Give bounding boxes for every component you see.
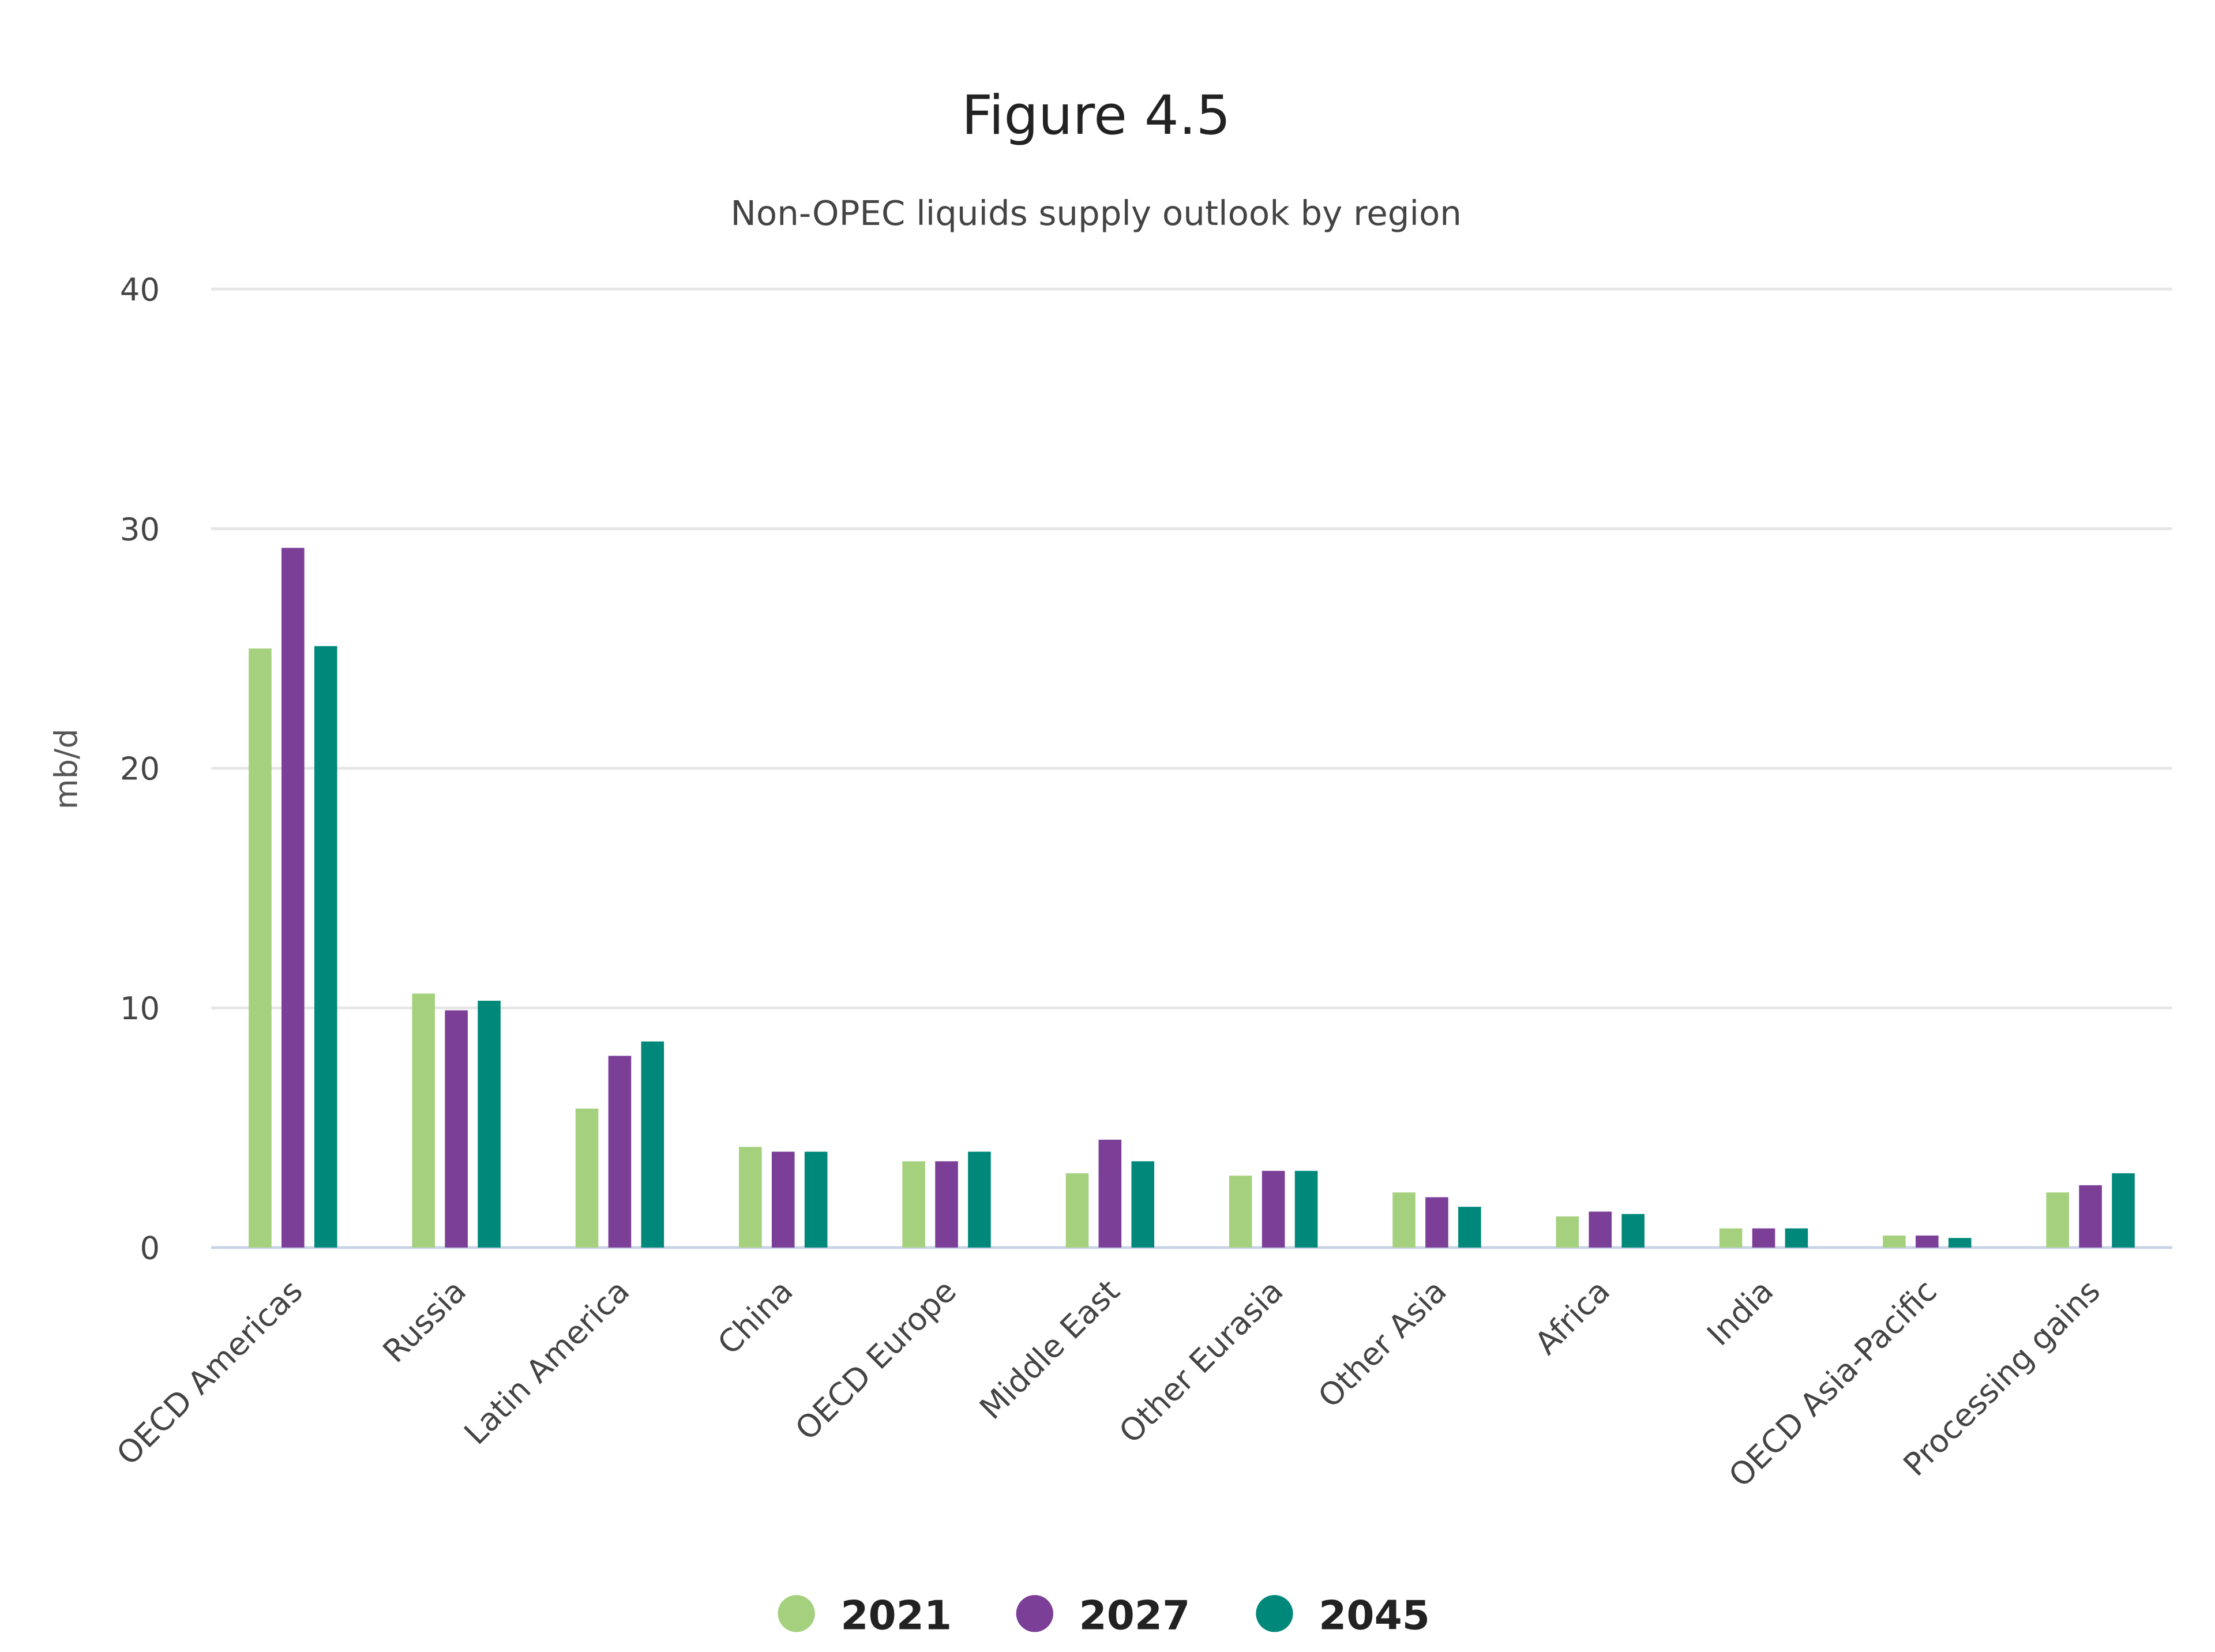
bar-2045[interactable] bbox=[478, 1000, 501, 1248]
bar-2021[interactable] bbox=[1719, 1228, 1743, 1248]
bar-2027[interactable] bbox=[1098, 1139, 1122, 1248]
x-tick-label: India bbox=[1700, 1273, 1780, 1353]
bar-2027[interactable] bbox=[608, 1056, 632, 1248]
bar-2027[interactable] bbox=[281, 547, 305, 1248]
bar-2021[interactable] bbox=[1065, 1173, 1089, 1248]
bar-2021[interactable] bbox=[1229, 1176, 1252, 1248]
bar-2045[interactable] bbox=[804, 1151, 828, 1248]
legend-marker bbox=[778, 1595, 815, 1632]
y-tick-label: 20 bbox=[120, 751, 160, 787]
bar-2027[interactable] bbox=[2079, 1185, 2102, 1248]
y-tick-label: 40 bbox=[120, 272, 160, 308]
bar-2021[interactable] bbox=[575, 1108, 599, 1248]
bar-2045[interactable] bbox=[1458, 1207, 1481, 1248]
bar-2045[interactable] bbox=[968, 1151, 991, 1248]
chart-subtitle: Non-OPEC liquids supply outlook by regio… bbox=[731, 193, 1462, 233]
bar-2027[interactable] bbox=[1916, 1236, 1939, 1248]
bar-2021[interactable] bbox=[1883, 1236, 1906, 1248]
legend-label: 2021 bbox=[840, 1593, 952, 1639]
y-tick-label: 30 bbox=[120, 511, 160, 547]
x-tick-label: Latin America bbox=[457, 1273, 637, 1452]
bar-2021[interactable] bbox=[1556, 1216, 1579, 1248]
legend-item-2045[interactable]: 2045 bbox=[1256, 1593, 1430, 1639]
bar-2045[interactable] bbox=[1294, 1170, 1318, 1248]
legend-item-2021[interactable]: 2021 bbox=[778, 1593, 952, 1639]
bar-2045[interactable] bbox=[641, 1041, 664, 1248]
legend-item-2027[interactable]: 2027 bbox=[1016, 1593, 1191, 1639]
bar-2021[interactable] bbox=[739, 1147, 762, 1248]
bar-2027[interactable] bbox=[445, 1010, 468, 1248]
x-tick-label: OECD Europe bbox=[789, 1273, 963, 1448]
x-tick-label: Middle East bbox=[973, 1273, 1127, 1426]
legend-label: 2027 bbox=[1079, 1593, 1191, 1639]
x-tick-label: Other Eurasia bbox=[1112, 1273, 1290, 1451]
x-tick-label: Africa bbox=[1528, 1273, 1617, 1362]
bar-2027[interactable] bbox=[1425, 1197, 1448, 1248]
x-tick-label: Russia bbox=[376, 1273, 473, 1370]
bar-2021[interactable] bbox=[1392, 1192, 1416, 1248]
bar-2045[interactable] bbox=[1948, 1238, 1972, 1248]
bar-2021[interactable] bbox=[412, 993, 436, 1248]
legend-label: 2045 bbox=[1319, 1593, 1430, 1639]
y-tick-label: 0 bbox=[140, 1230, 160, 1267]
bar-2027[interactable] bbox=[1589, 1211, 1612, 1248]
bar-2045[interactable] bbox=[1785, 1228, 1808, 1248]
legend-marker bbox=[1016, 1595, 1053, 1632]
bar-2027[interactable] bbox=[935, 1161, 958, 1248]
bar-2045[interactable] bbox=[1621, 1214, 1645, 1248]
bar-2045[interactable] bbox=[1131, 1161, 1155, 1248]
bar-2027[interactable] bbox=[1262, 1170, 1285, 1248]
y-tick-label: 10 bbox=[120, 990, 160, 1027]
bar-2021[interactable] bbox=[902, 1161, 925, 1248]
legend-marker bbox=[1256, 1595, 1293, 1632]
x-tick-label: OECD Americas bbox=[110, 1273, 310, 1473]
chart-title: Figure 4.5 bbox=[962, 84, 1230, 147]
bar-2021[interactable] bbox=[249, 648, 272, 1248]
x-tick-label: Other Asia bbox=[1311, 1273, 1454, 1415]
bar-2027[interactable] bbox=[771, 1151, 795, 1248]
bar-2045[interactable] bbox=[314, 646, 337, 1248]
x-tick-label: China bbox=[711, 1273, 800, 1362]
y-axis-label: mb/d bbox=[48, 729, 85, 809]
bar-2027[interactable] bbox=[1752, 1228, 1775, 1248]
bar-2045[interactable] bbox=[2112, 1173, 2135, 1248]
bar-2021[interactable] bbox=[2046, 1192, 2070, 1248]
